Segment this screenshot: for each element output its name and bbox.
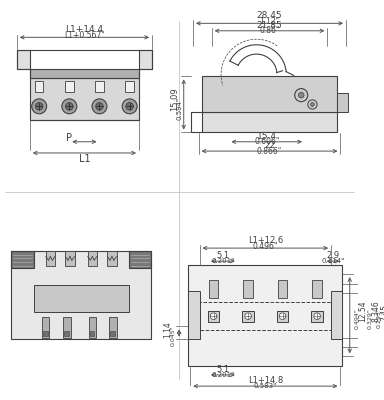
Bar (30, 69, 139, 78)
Text: 0.045": 0.045" (171, 326, 176, 346)
Circle shape (279, 313, 286, 320)
Bar (331, 291, 342, 340)
Circle shape (122, 99, 137, 114)
Bar (33, 285, 129, 312)
Text: 0.606": 0.606" (254, 137, 280, 146)
Bar (30, 78, 139, 120)
Bar (189, 291, 200, 340)
Bar (243, 280, 253, 298)
Circle shape (245, 313, 252, 320)
Bar (88, 251, 97, 266)
Text: 12.54: 12.54 (358, 301, 367, 322)
Bar (126, 81, 134, 92)
Bar (208, 310, 219, 322)
Bar (46, 251, 55, 266)
Text: 22: 22 (264, 141, 275, 150)
Bar (109, 317, 117, 338)
Circle shape (126, 103, 133, 110)
Circle shape (32, 99, 46, 114)
Text: 0.201": 0.201" (211, 372, 235, 378)
Text: 0.866": 0.866" (257, 146, 282, 156)
Bar (313, 280, 322, 298)
Circle shape (298, 92, 304, 98)
Circle shape (92, 99, 107, 114)
Text: 2.9: 2.9 (326, 251, 339, 260)
Bar (107, 251, 117, 266)
Text: L1+12.6: L1+12.6 (248, 236, 283, 245)
Bar (337, 93, 348, 112)
Text: 0.583": 0.583" (254, 383, 277, 389)
Bar (277, 310, 288, 322)
Bar (65, 331, 69, 336)
Circle shape (66, 103, 73, 110)
Bar (17, 50, 30, 69)
Bar (89, 317, 96, 338)
Bar (110, 331, 115, 336)
Text: 0.594": 0.594" (177, 97, 183, 120)
Bar (63, 317, 71, 338)
Circle shape (308, 100, 317, 109)
Text: 1.14: 1.14 (163, 321, 172, 338)
Bar (11, 251, 151, 340)
Circle shape (295, 89, 308, 102)
Text: 28.45: 28.45 (257, 11, 282, 20)
Circle shape (62, 99, 77, 114)
Text: 0.114": 0.114" (321, 258, 344, 264)
Text: L1: L1 (79, 154, 90, 164)
Text: 8.346: 8.346 (371, 301, 380, 322)
Text: 15.4: 15.4 (257, 132, 277, 141)
Circle shape (35, 103, 43, 110)
Text: 0.494": 0.494" (355, 308, 360, 330)
Circle shape (314, 313, 320, 320)
Bar (65, 81, 73, 92)
Text: 0.293": 0.293" (377, 308, 382, 328)
Bar (202, 112, 337, 132)
Bar (35, 81, 43, 92)
Text: 5.1: 5.1 (216, 251, 230, 260)
Bar (139, 50, 152, 69)
Bar (42, 317, 50, 338)
Text: P: P (66, 133, 73, 143)
Circle shape (96, 103, 103, 110)
Bar (311, 310, 323, 322)
Text: L1+14.4: L1+14.4 (65, 25, 103, 34)
Circle shape (210, 313, 217, 320)
Text: 21.85: 21.85 (257, 21, 282, 30)
Bar (65, 251, 74, 266)
Text: L1+14.8: L1+14.8 (248, 376, 283, 385)
Text: 15.09: 15.09 (170, 87, 179, 111)
Circle shape (311, 103, 314, 106)
Bar (129, 251, 151, 268)
Text: 0.201": 0.201" (211, 258, 235, 264)
Bar (278, 280, 287, 298)
Text: L1+0.567": L1+0.567" (64, 31, 105, 40)
Text: 1.12": 1.12" (260, 17, 280, 26)
Bar (209, 280, 218, 298)
Text: 5.1: 5.1 (216, 365, 230, 374)
Text: 0.329": 0.329" (368, 308, 373, 330)
Bar (242, 310, 254, 322)
Bar (202, 76, 337, 112)
Bar (200, 302, 331, 330)
Bar (11, 251, 33, 268)
Bar (89, 331, 94, 336)
Bar (95, 81, 104, 92)
Text: 0.86": 0.86" (259, 26, 280, 35)
Text: 0.496": 0.496" (253, 242, 278, 251)
Bar (43, 331, 48, 336)
Text: 7.45: 7.45 (381, 304, 384, 321)
Bar (189, 265, 342, 366)
